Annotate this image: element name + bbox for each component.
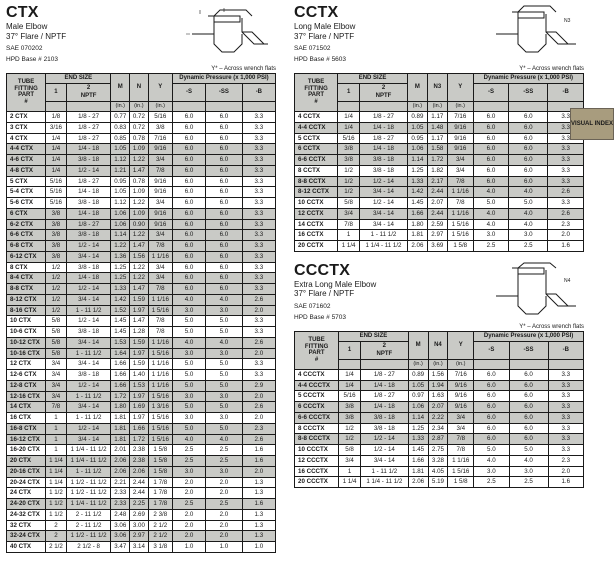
table-row: 10 CCCTX5/81/2 - 141.452.757/85.05.03.3 — [295, 445, 584, 456]
table-row: 8-12 CCTX1/23/4 - 141.422.441 1/164.04.0… — [295, 187, 584, 198]
ccctx-table: TUBEFITTINGPART#END SIZEMN4YDynamic Pres… — [294, 331, 584, 489]
table-row: 6 CCCTX3/81/4 - 181.062.079/166.06.03.3 — [295, 402, 584, 413]
table-row: 6-8 CTX3/81/2 - 141.221.477/86.06.03.3 — [7, 241, 276, 252]
svg-text:N3: N3 — [564, 18, 571, 24]
table-row: 4-4 CCTX1/41/4 - 181.051.489/166.06.03.3 — [295, 122, 584, 133]
table-row: 16 CCCTX11 - 11 1/21.814.051 5/163.03.02… — [295, 466, 584, 477]
table-row: 4-4 CCCTX1/41/4 - 181.051.949/166.06.03.… — [295, 380, 584, 391]
table-row: 8-8 CCTX1/21/2 - 141.332.177/86.06.03.3 — [295, 176, 584, 187]
table-row: 6-6 CCCTX3/83/8 - 181.142.223/46.06.03.3 — [295, 412, 584, 423]
ccctx-hpd: HPD Base # 5703 — [294, 314, 376, 321]
table-row: 8 CCTX1/23/8 - 181.251.823/46.06.03.3 — [295, 165, 584, 176]
ccctx-drawing: N4 — [490, 262, 584, 320]
table-row: 24-32 CTX1 1/22 - 11 1/22.482.692 3/82.0… — [7, 509, 276, 520]
table-row: 10 CCTX5/81/2 - 141.452.077/85.05.03.3 — [295, 198, 584, 209]
visual-index-tab[interactable]: VISUAL INDEX — [570, 108, 614, 140]
table-row: 12-8 CTX3/41/2 - 141.661.531 1/165.05.02… — [7, 380, 276, 391]
cctx-flats-note: Y* – Across wrench flats — [294, 66, 584, 72]
table-row: 16-20 CTX11 1/4 - 11 1/22.012.381 5/82.5… — [7, 445, 276, 456]
table-row: 8-8 CCCTX1/21/2 - 141.332.877/86.06.03.3 — [295, 434, 584, 445]
table-row: 24-20 CTX1 1/21 1/4 - 11 1/22.332.251 7/… — [7, 499, 276, 510]
cctx-sae: SAE 071502 — [294, 45, 355, 52]
table-row: 16 CCTX11 - 11 1/21.812.971 5/163.03.02.… — [295, 230, 584, 241]
table-row: 5-4 CTX5/161/4 - 181.051.099/166.06.03.3 — [7, 187, 276, 198]
ccctx-title: CCCTX — [294, 262, 376, 280]
table-row: 16-12 CTX13/4 - 141.811.721 5/164.04.02.… — [7, 434, 276, 445]
ctx-spec: 37° Flare / NPTF — [6, 32, 66, 41]
ctx-table: TUBEFITTINGPART#END SIZEMNYDynamic Press… — [6, 73, 276, 553]
cctx-spec: 37° Flare / NPTF — [294, 32, 355, 41]
table-row: 12 CCCTX3/43/4 - 141.663.281 1/164.04.02… — [295, 455, 584, 466]
table-row: 10-12 CTX5/83/4 - 141.531.591 1/164.04.0… — [7, 337, 276, 348]
table-row: 12-6 CTX3/43/8 - 181.661.401 1/165.05.03… — [7, 370, 276, 381]
cctx-hpd: HPD Base # 5603 — [294, 56, 355, 63]
table-row: 8 CCCTX1/23/8 - 181.252.343/46.06.03.3 — [295, 423, 584, 434]
table-row: 2 CTX1/81/8 - 270.770.725/166.06.03.3 — [7, 112, 276, 123]
table-row: 20 CTX1 1/41 1/4 - 11 1/22.062.381 5/82.… — [7, 456, 276, 467]
table-row: 16 CTX11 - 11 1/21.811.971 5/163.03.02.0 — [7, 413, 276, 424]
table-row: 10-6 CTX5/83/8 - 181.451.287/85.05.03.3 — [7, 327, 276, 338]
table-row: 12-16 CTX3/41 - 11 1/21.721.971 5/163.03… — [7, 391, 276, 402]
table-row: 32-24 CTX21 1/2 - 11 1/23.062.972 1/22.0… — [7, 531, 276, 542]
table-row: 8-16 CTX1/21 - 11 1/21.521.971 5/163.03.… — [7, 305, 276, 316]
table-row: 32 CTX22 - 11 1/23.063.002 1/22.02.01.3 — [7, 520, 276, 531]
ccctx-sae: SAE 071602 — [294, 303, 376, 310]
table-row: 4 CCCTX1/41/8 - 270.891.567/166.06.03.3 — [295, 369, 584, 380]
svg-text:N4: N4 — [564, 278, 571, 284]
table-row: 5 CCCTX5/161/8 - 270.971.639/166.06.03.3 — [295, 391, 584, 402]
table-row: 6-12 CTX3/83/4 - 141.361.561 1/166.06.03… — [7, 251, 276, 262]
table-row: 4-8 CTX1/41/2 - 141.211.477/86.06.03.3 — [7, 165, 276, 176]
table-row: 4 CCTX1/41/8 - 270.891.177/166.06.03.3 — [295, 112, 584, 123]
table-row: 8 CTX1/23/8 - 181.251.223/46.06.03.3 — [7, 262, 276, 273]
table-row: 20 CCCTX1 1/41 1/4 - 11 1/22.065.191 5/8… — [295, 477, 584, 488]
ctx-flats-note: Y* – Across wrench flats — [6, 66, 276, 72]
ctx-sub: Male Elbow — [6, 22, 66, 31]
ccctx-spec: 37° Flare / NPTF — [294, 289, 376, 298]
table-row: 14 CCTX7/83/4 - 141.802.591 5/164.04.02.… — [295, 219, 584, 230]
table-row: 5 CTX5/161/8 - 270.950.789/166.06.03.3 — [7, 176, 276, 187]
table-row: 12 CCTX3/43/4 - 141.662.441 1/164.04.02.… — [295, 208, 584, 219]
table-row: 4-6 CTX1/43/8 - 181.121.223/46.06.03.3 — [7, 155, 276, 166]
table-row: 5-6 CTX5/163/8 - 181.121.223/46.06.03.3 — [7, 198, 276, 209]
ctx-title: CTX — [6, 4, 66, 22]
table-row: 16-8 CTX11/2 - 141.811.661 5/165.05.02.3 — [7, 423, 276, 434]
ctx-drawing — [182, 4, 276, 56]
table-row: 24 CTX1 1/21 1/2 - 11 1/22.332.441 7/82.… — [7, 488, 276, 499]
ccctx-sub: Extra Long Male Elbow — [294, 280, 376, 289]
table-row: 8-12 CTX1/23/4 - 141.421.591 1/164.04.02… — [7, 294, 276, 305]
table-row: 40 CTX2 1/22 1/2 - 83.473.143 1/81.01.01… — [7, 542, 276, 553]
ccctx-flats-note: Y* – Across wrench flats — [294, 324, 584, 330]
cctx-title: CCTX — [294, 4, 355, 22]
table-row: 6-6 CTX3/83/8 - 181.141.223/46.06.03.3 — [7, 230, 276, 241]
cctx-sub: Long Male Elbow — [294, 22, 355, 31]
table-row: 6-6 CCTX3/83/8 - 181.141.723/46.06.03.3 — [295, 155, 584, 166]
table-row: 6-2 CTX3/81/8 - 271.060.909/166.06.03.3 — [7, 219, 276, 230]
table-row: 10-16 CTX5/81 - 11 1/21.641.971 5/163.03… — [7, 348, 276, 359]
table-row: 4-4 CTX1/41/4 - 181.051.099/166.06.03.3 — [7, 144, 276, 155]
table-row: 4 CTX1/41/8 - 270.850.787/166.06.03.3 — [7, 133, 276, 144]
section-ccctx: CCCTX Extra Long Male Elbow 37° Flare / … — [294, 262, 584, 488]
table-row: 8-4 CTX1/21/4 - 181.251.223/46.06.03.3 — [7, 273, 276, 284]
table-row: 20-16 CTX1 1/41 - 11 1/22.062.061 5/83.0… — [7, 466, 276, 477]
table-row: 6 CCTX3/81/4 - 181.061.589/166.06.03.3 — [295, 144, 584, 155]
cctx-table: TUBEFITTINGPART#END SIZEMN3YDynamic Pres… — [294, 73, 584, 252]
cctx-drawing: N3 — [490, 4, 584, 56]
ctx-sae: SAE 070202 — [6, 45, 66, 52]
section-ctx: CTX Male Elbow 37° Flare / NPTF SAE 0702… — [6, 4, 276, 553]
section-cctx: CCTX Long Male Elbow 37° Flare / NPTF SA… — [294, 4, 584, 252]
ctx-hpd: HPD Base # 2103 — [6, 56, 66, 63]
table-row: 8-8 CTX1/21/2 - 141.331.477/86.06.03.3 — [7, 284, 276, 295]
table-row: 14 CTX7/83/4 - 141.801.691 3/165.05.02.6 — [7, 402, 276, 413]
table-row: 10 CTX5/81/2 - 141.451.477/85.05.03.3 — [7, 316, 276, 327]
table-row: 5 CCTX5/161/8 - 270.951.179/166.06.03.3 — [295, 133, 584, 144]
table-row: 3 CTX3/161/8 - 270.830.723/86.06.03.3 — [7, 122, 276, 133]
table-row: 6 CTX3/81/4 - 181.061.099/166.06.03.3 — [7, 208, 276, 219]
table-row: 20 CCTX1 1/41 1/4 - 11 1/22.063.691 5/82… — [295, 241, 584, 252]
table-row: 20-24 CTX1 1/41 1/2 - 11 1/22.212.441 7/… — [7, 477, 276, 488]
table-row: 12 CTX3/43/4 - 141.661.591 1/165.05.03.3 — [7, 359, 276, 370]
